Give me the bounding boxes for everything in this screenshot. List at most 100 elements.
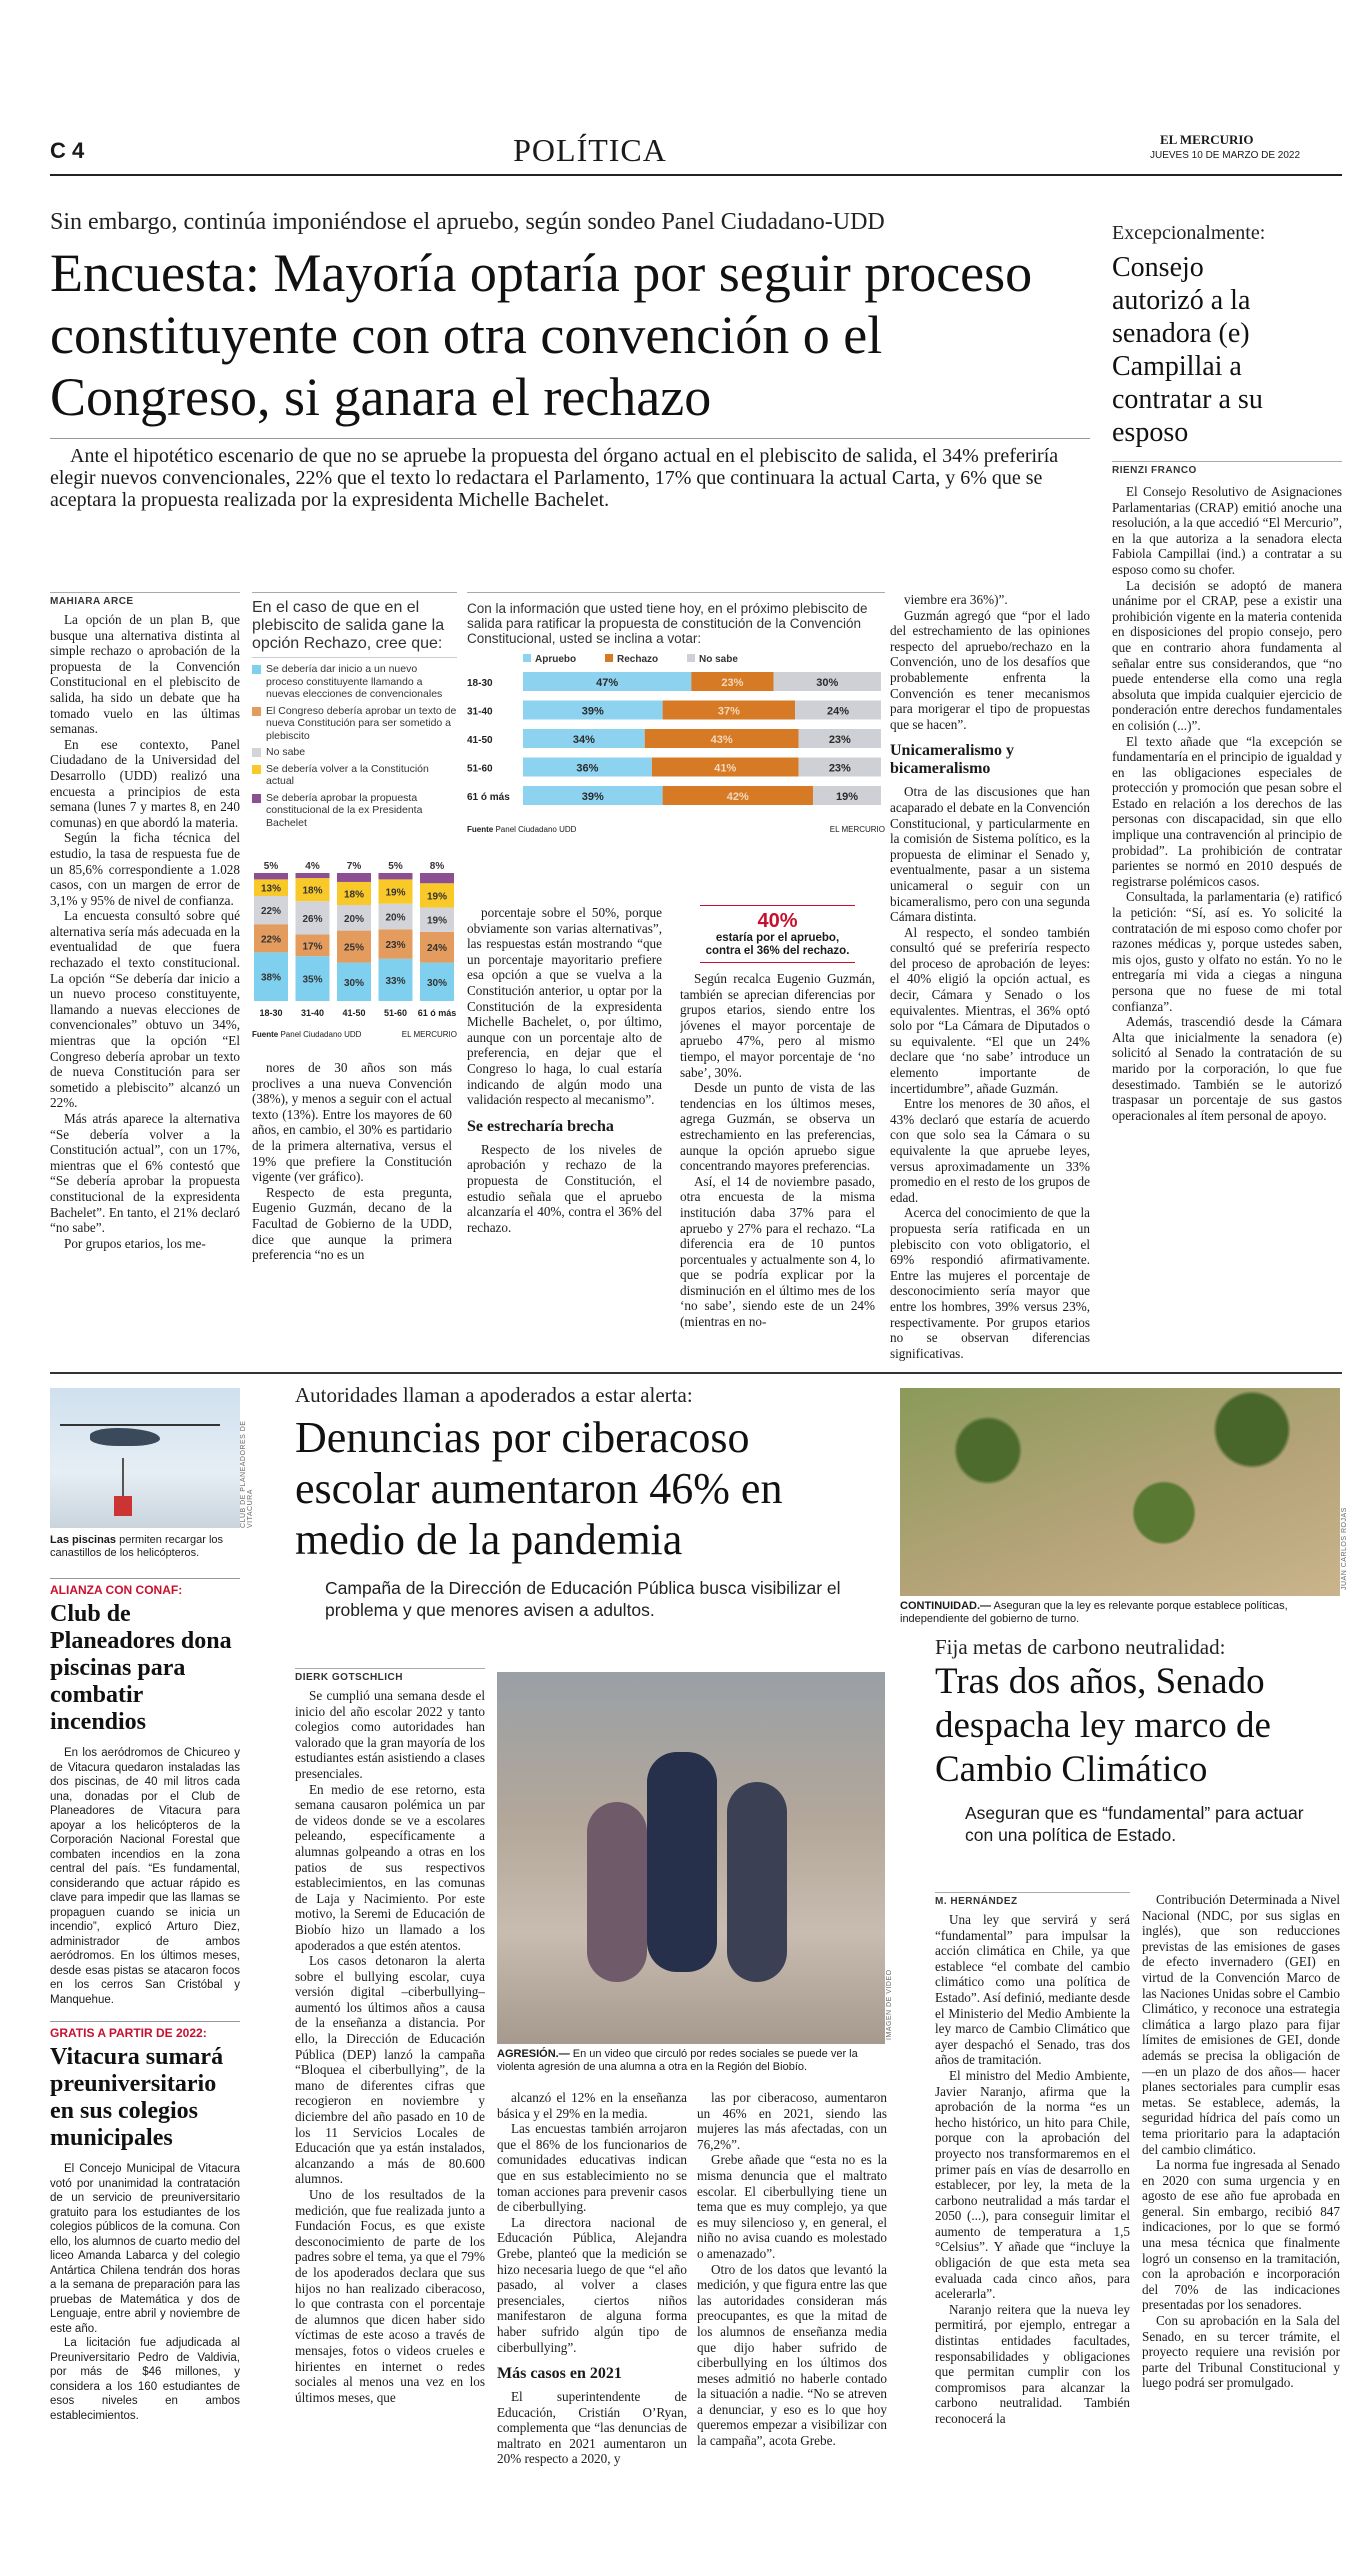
legend-label: El Congreso debería aprobar un texto de … <box>266 704 457 742</box>
bar-segment <box>795 700 881 720</box>
paragraph: Además, trascendió desde la Cámara Alta … <box>1112 1014 1342 1123</box>
data-label: 22% <box>261 934 281 945</box>
paragraph: La licitación fue adjudicada al Preunive… <box>50 2337 240 2422</box>
bar-segment <box>337 930 371 963</box>
cyber-headline: Denuncias por ciberacoso escolar aumenta… <box>295 1413 783 1564</box>
paragraph: En los aeródromos de Chicureo y de Vitac… <box>50 1747 240 2006</box>
forest-photo <box>900 1388 1340 1596</box>
chart2-title: Con la información que usted tiene hoy, … <box>467 601 868 646</box>
brief1-body: En los aeródromos de Chicureo y de Vitac… <box>50 1746 240 2007</box>
data-label: 22% <box>261 906 281 917</box>
paragraph: Las encuestas también arrojaron que el 8… <box>497 2121 687 2215</box>
pull-quote: 40% estaría por el apruebo, contra el 36… <box>700 905 855 963</box>
bar-segment <box>254 952 288 1001</box>
data-label: 19% <box>385 888 405 899</box>
y-tick-label: 51-60 <box>467 764 493 775</box>
paragraph: Al respecto, el sondeo también consultó … <box>890 924 1090 1096</box>
paragraph: Así, el 14 de noviembre pasado, otra enc… <box>680 1173 875 1330</box>
data-label: 47% <box>596 677 618 689</box>
legend-label: Se debería aprobar la propuesta constitu… <box>266 791 423 829</box>
chart1-source-label: Fuente <box>252 1030 279 1039</box>
legend-label: Se debería dar inicio a un nuevo proceso… <box>266 663 443 700</box>
forest-caption: CONTINUIDAD.— Aseguran que la ley es rel… <box>900 1600 1340 1626</box>
brief1-headline: Club de Planeadores dona piscinas para c… <box>50 1601 232 1735</box>
data-label: 23% <box>385 940 405 951</box>
data-label: 35% <box>302 975 322 986</box>
data-label: 19% <box>427 891 447 902</box>
paragraph: La encuesta consultó sobre qué alternati… <box>50 908 240 1111</box>
bar-segment <box>523 700 663 720</box>
main-col-4: 40% estaría por el apruebo, contra el 36… <box>680 905 875 1400</box>
caption-lead: CONTINUIDAD.— <box>900 1600 992 1612</box>
data-label: 38% <box>261 973 281 984</box>
data-label: 30% <box>344 978 364 989</box>
bar-segment <box>523 672 692 691</box>
date: JUEVES 10 DE MARZO DE 2022 <box>1150 150 1301 161</box>
paragraph: El superintendente de Educación, Cristiá… <box>497 2389 687 2467</box>
bar-segment <box>651 757 799 777</box>
brief2-headline: Vitacura sumará preuniversitario en sus … <box>50 2044 224 2151</box>
bar-segment <box>523 786 663 805</box>
main-col-3: porcentaje sobre el 50%, porque obviamen… <box>467 905 662 1400</box>
paragraph: La opción de un plan B, que busque una a… <box>50 612 240 737</box>
cyber-byline: DIERK GOTSCHLICH <box>295 1668 485 1683</box>
bar-segment <box>798 757 881 777</box>
paragraph: La directora nacional de Educación Públi… <box>497 2214 687 2355</box>
data-label: 37% <box>718 706 740 718</box>
side-story: Excepcionalmente: Consejo autorizó a la … <box>1112 222 1342 1362</box>
data-label: 30% <box>427 978 447 989</box>
bar-segment <box>798 729 881 748</box>
climate-col-1: Una ley que servirá y será “fundamental”… <box>935 1912 1130 2540</box>
paragraph: Respecto de los niveles de aprobación y … <box>467 1141 662 1235</box>
chart2-plot: Apruebo Rechazo No sabe 18-30 47% 23% 30% 31-40… <box>467 654 881 805</box>
data-label: 24% <box>427 943 447 954</box>
main-headline: Encuesta: Mayoría optaría por seguir pro… <box>50 243 1033 427</box>
paragraph: Según recalca Eugenio Guzmán, también se… <box>680 971 875 1080</box>
subheading: Unicameralismo y bicameralismo <box>890 742 1014 778</box>
paragraph: Con su aprobación en la Sala del Senado,… <box>1142 2313 1340 2391</box>
bar-segment <box>254 873 288 880</box>
legend-item: Se debería aprobar la propuesta constitu… <box>252 792 457 830</box>
legend-item: Se debería volver a la Constitución actu… <box>252 763 457 788</box>
chart1-source: Panel Ciudadano UDD <box>280 1030 362 1039</box>
forest-photo-credit: JUAN CARLOS ROJAS <box>1341 1507 1348 1590</box>
paragraph: El Consejo Resolutivo de Asignaciones Pa… <box>1112 484 1342 577</box>
brief1-kicker: ALIANZA CON CONAF: <box>50 1578 240 1597</box>
data-label: 4% <box>305 861 320 872</box>
data-label: 20% <box>385 913 405 924</box>
caption-lead: Las piscinas <box>50 1534 117 1546</box>
climate-deck: Aseguran que es “fundamental” para actua… <box>965 1803 1304 1845</box>
paragraph: Más atrás aparece la alternativa “Se deb… <box>50 1111 240 1236</box>
legend-item: No sabe <box>252 746 457 759</box>
x-tick-label: 51-60 <box>384 1008 407 1018</box>
main-top: Sin embargo, continúa imponiéndose el ap… <box>50 208 1090 511</box>
bar-segment <box>523 757 652 777</box>
y-tick-label: 61 ó más <box>467 792 510 803</box>
divider <box>50 438 1090 439</box>
bar-segment <box>295 878 330 902</box>
cyber-col-3: las por ciberacoso, aumentaron un 46% en… <box>697 2090 887 2540</box>
paragraph: porcentaje sobre el 50%, porque obviamen… <box>467 905 662 1108</box>
briefs-column: Las piscinas permiten recargar los canas… <box>50 1534 240 2544</box>
paragraph: El texto añade que “la excepción se fund… <box>1112 733 1342 889</box>
data-label: 39% <box>582 791 604 803</box>
legend-swatch <box>252 793 261 803</box>
bar-segment <box>254 879 288 897</box>
legend-swatch <box>252 748 261 757</box>
cyber-col-2: alcanzó el 12% en la enseñanza básica y … <box>497 2090 687 2540</box>
chart1-plot: 38% 22% 22% 13% 5% 18-30 35% 17% 26% 18% 4% 31-40 30… <box>254 861 456 1018</box>
paragraph: La decisión se adoptó de manera unánime … <box>1112 577 1342 733</box>
paragraph: Una ley que servirá y será “fundamental”… <box>935 1912 1130 2068</box>
legend-label: No sabe <box>699 654 738 665</box>
bar-segment <box>420 883 454 908</box>
climate-kicker: Fija metas de carbono neutralidad: <box>935 1635 1226 1659</box>
bar-segment <box>812 786 881 805</box>
main-deck: Ante el hipotético escenario de que no s… <box>50 445 1059 511</box>
bar-segment <box>523 729 645 748</box>
bar-segment <box>254 924 288 953</box>
bar-segment <box>691 672 774 691</box>
chart-rechazo-options: En el caso de que en el plebiscito de sa… <box>252 592 457 1039</box>
legend-label: No sabe <box>266 746 306 758</box>
data-label: 8% <box>430 861 445 872</box>
pull-quote-text: estaría por el apruebo, contra el 36% de… <box>705 932 850 957</box>
